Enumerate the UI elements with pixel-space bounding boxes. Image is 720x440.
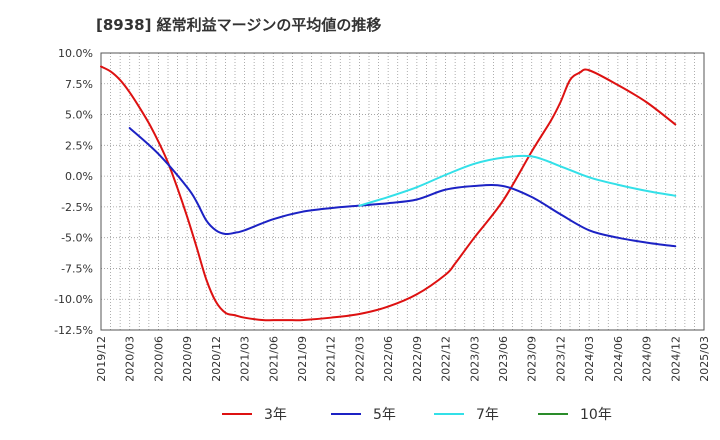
legend-label-1: 3年: [264, 407, 287, 423]
legend-label-3: 7年: [476, 407, 499, 423]
x-tick-label: 2020/03: [124, 336, 137, 382]
plot-border: [100, 52, 705, 331]
x-tick-label: 2020/06: [152, 336, 165, 382]
grid-lines: [100, 52, 705, 331]
x-tick-label: 2022/12: [440, 336, 453, 382]
y-tick-label: -2.5%: [61, 201, 93, 214]
x-tick-label: 2023/09: [526, 336, 539, 382]
x-tick-label: 2024/09: [641, 336, 654, 382]
y-tick-label: -5.0%: [61, 232, 93, 245]
y-tick-label: 5.0%: [65, 109, 93, 122]
y-tick-label: 7.5%: [65, 78, 93, 91]
x-tick-label: 2023/12: [554, 336, 567, 382]
series-line-1: [100, 65, 677, 322]
x-tick-label: 2020/09: [181, 336, 194, 382]
x-tick-label: 2024/03: [583, 336, 596, 382]
x-tick-label: 2024/12: [669, 336, 682, 382]
x-tick-label: 2021/03: [239, 336, 252, 382]
series-line-2: [128, 127, 677, 248]
y-tick-label: -7.5%: [61, 262, 93, 275]
y-tick-label: 0.0%: [65, 170, 93, 183]
x-tick-label: 2022/03: [353, 336, 366, 382]
x-tick-label: 2023/03: [468, 336, 481, 382]
series-line-3: [358, 154, 677, 207]
y-tick-label: -10.0%: [54, 293, 93, 306]
chart-title: [8938] 経常利益マージンの平均値の推移: [96, 16, 382, 34]
x-tick-label: 2025/03: [698, 336, 711, 382]
legend-label-4: 10年: [580, 407, 612, 423]
x-tick-label: 2022/06: [382, 336, 395, 382]
x-tick-label: 2024/06: [612, 336, 625, 382]
x-tick-label: 2021/12: [325, 336, 338, 382]
x-tick-label: 2022/09: [411, 336, 424, 382]
x-tick-label: 2020/12: [210, 336, 223, 382]
x-tick-label: 2019/12: [95, 336, 108, 382]
y-tick-label: 10.0%: [58, 47, 93, 60]
x-tick-label: 2023/06: [497, 336, 510, 382]
y-tick-label: 2.5%: [65, 139, 93, 152]
x-tick-label: 2021/06: [267, 336, 280, 382]
legend-label-2: 5年: [373, 407, 396, 423]
y-tick-label: -12.5%: [54, 324, 93, 337]
x-tick-label: 2021/09: [296, 336, 309, 382]
